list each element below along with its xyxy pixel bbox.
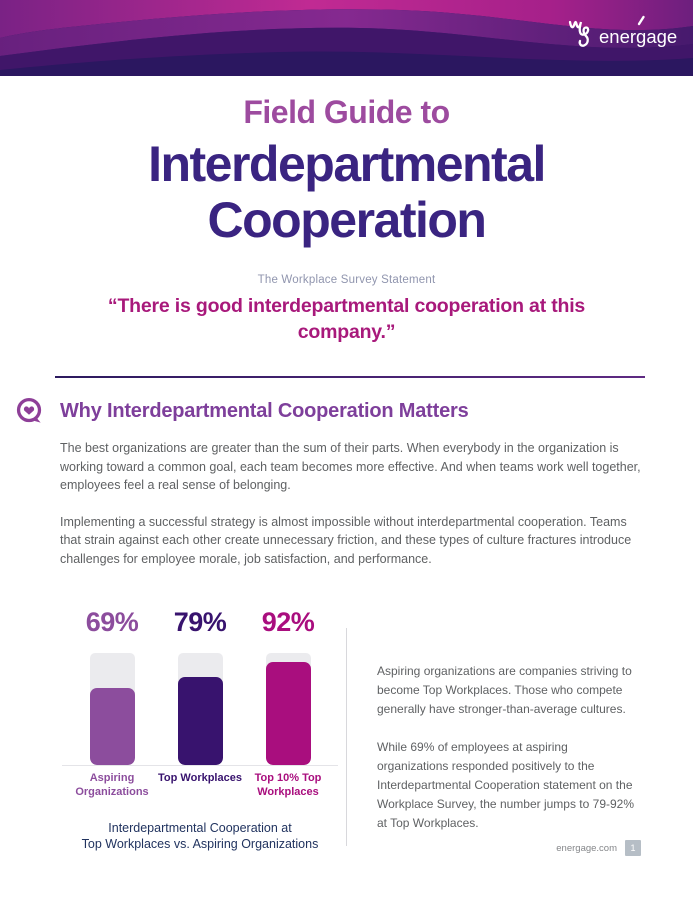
sidebar-column: Aspiring organizations are companies str… — [347, 608, 693, 852]
section-heading: Why Interdepartmental Cooperation Matter… — [60, 400, 469, 422]
energage-link[interactable]: energage.com — [556, 842, 617, 854]
bar-fill — [265, 661, 311, 765]
vertical-divider — [346, 628, 347, 846]
bar-value-label: 92% — [261, 607, 315, 637]
chat-heart-icon — [16, 397, 42, 423]
bar-track — [89, 653, 135, 765]
bar-track — [177, 653, 223, 765]
bar-track — [265, 653, 311, 765]
bar-fill — [177, 676, 223, 765]
energage-logo: energage — [568, 15, 677, 47]
chart-caption-line2: Top Workplaces vs. Aspiring Organization… — [81, 836, 319, 851]
bar-value-label: 69% — [85, 607, 139, 637]
page-title-line1: Interdepartmental — [148, 136, 546, 192]
bars-row: 69% Aspiring Organizations 79% Top Workp… — [68, 608, 332, 799]
chart-caption: Interdepartmental Cooperation at Top Wor… — [45, 821, 355, 852]
chart-section: 69% Aspiring Organizations 79% Top Workp… — [0, 608, 693, 852]
kicker-title: Field Guide to — [243, 94, 450, 130]
page-title-line2: Cooperation — [207, 192, 487, 248]
header-banner: energage — [0, 0, 693, 76]
footer: energage.com 1 — [556, 840, 641, 856]
body-paragraph-1: The best organizations are greater than … — [60, 441, 641, 492]
page-title: Interdepartmental Cooperation — [0, 136, 693, 248]
sidebar-paragraph-2: While 69% of employees at aspiring organ… — [377, 740, 635, 830]
body-paragraph-2: Implementing a successful strategy is al… — [60, 514, 632, 566]
bar-chart: 69% Aspiring Organizations 79% Top Workp… — [62, 608, 338, 799]
page-number-badge: 1 — [625, 840, 641, 856]
bar-fill — [89, 687, 135, 765]
bar-category-label: Top Workplaces — [158, 772, 242, 784]
logo-accent-mark — [637, 15, 645, 26]
logo-wordmark: energage — [599, 26, 677, 47]
chart-caption-line1: Interdepartmental Cooperation at — [108, 821, 292, 835]
bar-category-label: Top 10% Top Workplaces — [254, 772, 322, 798]
bar-group-top-workplaces: 79% Top Workplaces — [156, 608, 244, 799]
chart-column: 69% Aspiring Organizations 79% Top Workp… — [0, 608, 346, 852]
bar-group-aspiring: 69% Aspiring Organizations — [68, 608, 156, 799]
section-divider — [55, 376, 645, 378]
we-script-icon — [568, 20, 590, 47]
bar-group-top-10: 92% Top 10% Top Workplaces — [244, 608, 332, 799]
header-wave-art: energage — [0, 0, 693, 76]
sidebar-paragraph-1: Aspiring organizations are companies str… — [377, 664, 632, 716]
bar-category-label: Aspiring Organizations — [75, 772, 149, 798]
survey-statement-label: The Workplace Survey Statement — [257, 274, 436, 286]
bar-value-label: 79% — [173, 607, 227, 637]
chart-baseline — [62, 765, 338, 766]
survey-statement-quote: “There is good interdepartmental coopera… — [107, 295, 586, 343]
section-header: Why Interdepartmental Cooperation Matter… — [14, 396, 693, 427]
